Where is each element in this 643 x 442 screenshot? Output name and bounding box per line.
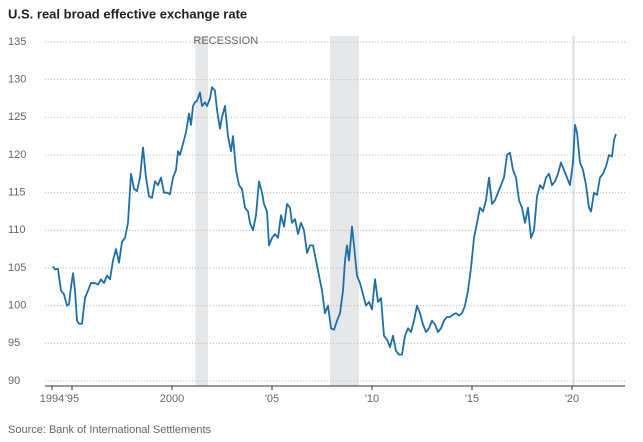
y-tick-label: 120 [8,149,26,161]
x-tick-label: 2000 [160,393,184,405]
x-tick-label: 1994 [40,393,64,405]
x-tick-label: '20 [565,393,579,405]
y-tick-label: 135 [8,36,26,48]
y-tick-label: 95 [8,337,20,349]
recession-band [195,36,208,386]
chart-title: U.S. real broad effective exchange rate [8,6,247,21]
recession-band [330,36,359,386]
x-tick-label: '10 [365,393,379,405]
recession-label: RECESSION [193,35,258,47]
y-tick-label: 130 [8,74,26,86]
x-tick-label: '05 [265,393,279,405]
x-tick-label: '95 [65,393,79,405]
y-tick-label: 105 [8,262,26,274]
y-tick-label: 90 [8,375,20,387]
y-tick-label: 110 [8,224,26,236]
x-tick-label: '15 [465,393,479,405]
y-tick-label: 125 [8,111,26,123]
y-tick-label: 115 [8,187,26,199]
y-tick-label: 100 [8,300,26,312]
source-note: Source: Bank of International Settlement… [8,424,212,436]
data-line [52,86,617,356]
recession-band [572,36,575,386]
